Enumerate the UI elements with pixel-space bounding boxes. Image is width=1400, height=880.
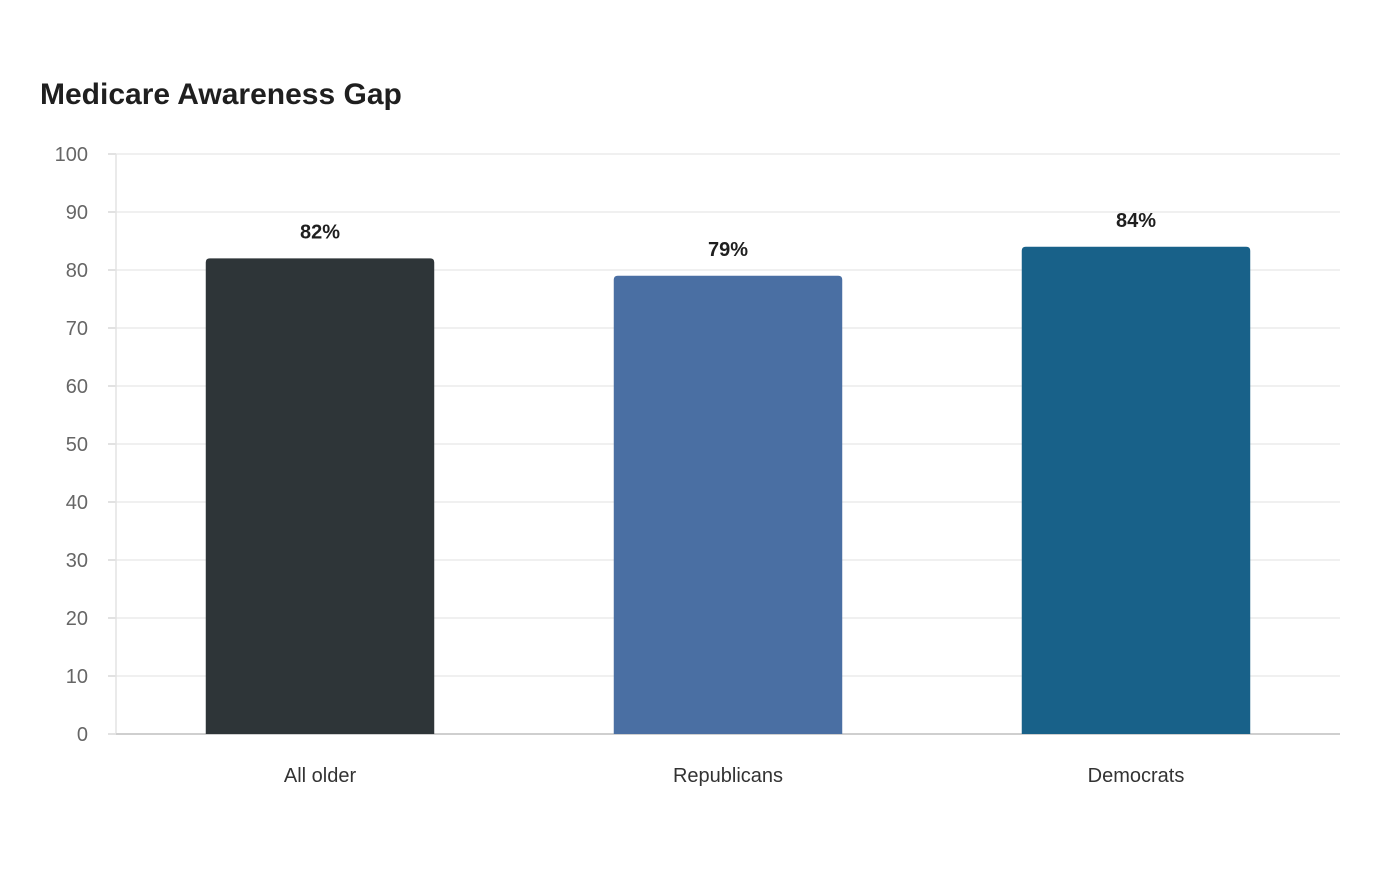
bar-republicans [613, 275, 843, 734]
y-tick-label: 80 [66, 260, 88, 282]
x-category-label: Democrats [1088, 765, 1185, 787]
y-tick-label: 30 [66, 550, 88, 572]
category-labels: All older Republicans Democrats [284, 765, 1184, 787]
value-label: 82% [300, 221, 340, 243]
y-tick-label: 70 [66, 318, 88, 340]
value-label: 79% [708, 239, 748, 261]
bars [205, 246, 1251, 735]
value-labels: 82% 79% 84% [300, 210, 1156, 261]
value-label: 84% [1116, 210, 1156, 232]
x-category-label: All older [284, 765, 357, 787]
x-category-label: Republicans [673, 765, 783, 787]
y-tick-label: 0 [77, 724, 88, 746]
y-tick-label: 60 [66, 376, 88, 398]
y-tick-label: 50 [66, 434, 88, 456]
y-tick-label: 100 [55, 144, 88, 166]
y-tick-label: 20 [66, 608, 88, 630]
y-axis-tick-labels: 0 10 20 30 40 50 60 70 80 90 100 [55, 144, 88, 746]
chart-title: Medicare Awareness Gap [40, 78, 402, 111]
y-tick-label: 10 [66, 666, 88, 688]
bar-democrats [1021, 246, 1251, 735]
bar-all-older [205, 258, 435, 734]
y-tick-label: 40 [66, 492, 88, 514]
y-tick-label: 90 [66, 202, 88, 224]
